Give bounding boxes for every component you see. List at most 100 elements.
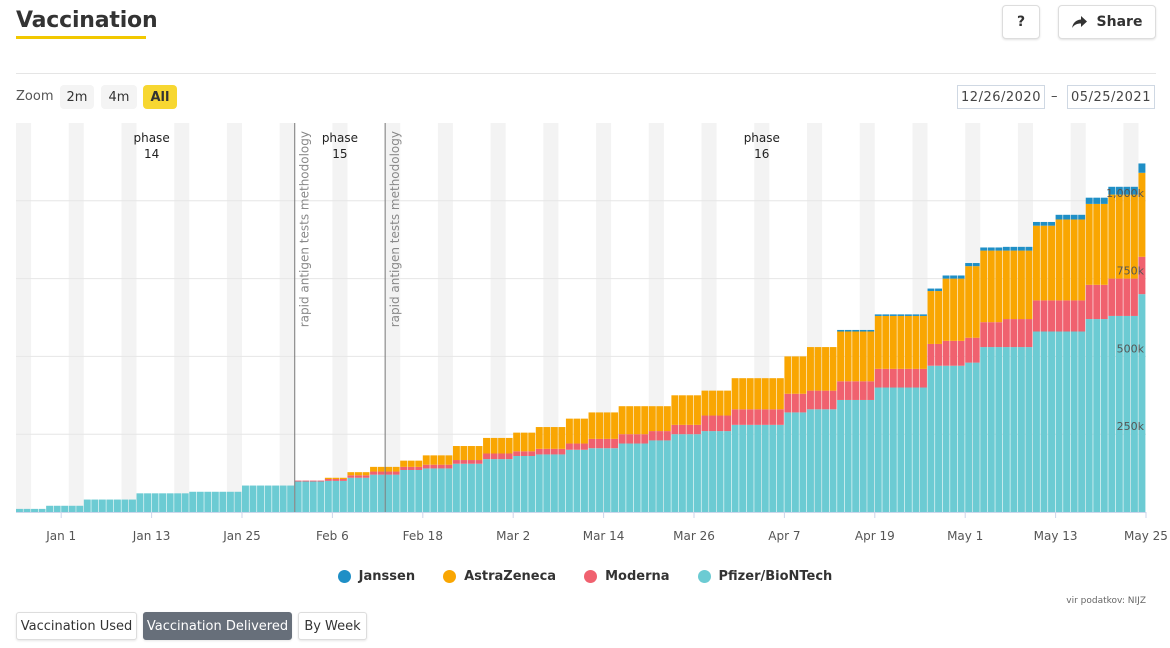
bar-pfizer — [174, 493, 182, 512]
bar-moderna — [1048, 300, 1055, 332]
annotation-label: rapid antigen tests methodology — [298, 131, 312, 327]
bar-moderna — [942, 340, 950, 366]
bar-pfizer — [196, 491, 204, 512]
weekend-band — [16, 123, 32, 512]
bar-pfizer — [761, 424, 769, 512]
bar-pfizer — [490, 459, 498, 512]
bar-moderna — [618, 434, 626, 444]
bar-pfizer — [445, 468, 453, 512]
bar-moderna — [430, 464, 438, 469]
bar-pfizer — [355, 477, 362, 512]
bar-pfizer — [242, 485, 249, 512]
bar-moderna — [950, 340, 958, 366]
x-tick-label: Feb 18 — [403, 529, 443, 543]
bar-astrazeneca — [814, 347, 822, 391]
bar-astrazeneca — [1130, 194, 1138, 279]
tab-vaccination-delivered[interactable]: Vaccination Delivered — [143, 612, 292, 640]
bar-pfizer — [543, 454, 551, 512]
phase-label: phase — [744, 131, 780, 145]
bar-moderna — [754, 409, 762, 425]
bar-astrazeneca — [987, 250, 995, 323]
bar-moderna — [1138, 256, 1146, 295]
bar-pfizer — [814, 409, 822, 512]
bar-pfizer — [61, 505, 69, 512]
tab-by-week[interactable]: By Week — [298, 612, 367, 640]
bar-moderna — [694, 424, 701, 435]
bar-pfizer — [505, 459, 513, 512]
bar-moderna — [558, 448, 566, 455]
tab-vaccination-used[interactable]: Vaccination Used — [16, 612, 137, 640]
bar-pfizer — [784, 412, 792, 512]
bar-astrazeneca — [980, 250, 988, 323]
bar-astrazeneca — [882, 315, 890, 369]
bar-pfizer — [98, 499, 106, 512]
help-button[interactable]: ? — [1002, 5, 1040, 39]
bar-janssen — [897, 314, 905, 316]
bar-pfizer — [31, 508, 38, 512]
bar-moderna — [415, 466, 423, 470]
bar-pfizer — [16, 508, 23, 512]
date-to-input[interactable]: 05/25/2021 — [1067, 85, 1155, 109]
bar-moderna — [422, 464, 430, 469]
bar-astrazeneca — [573, 418, 581, 444]
bar-pfizer — [46, 505, 54, 512]
bar-moderna — [339, 479, 347, 481]
bar-moderna — [972, 337, 980, 363]
bar-pfizer — [950, 365, 958, 512]
bar-pfizer — [581, 449, 588, 512]
date-from-input[interactable]: 12/26/2020 — [957, 85, 1045, 109]
bar-moderna — [920, 368, 927, 388]
bar-moderna — [573, 443, 581, 450]
bar-astrazeneca — [1138, 172, 1146, 257]
bar-pfizer — [347, 477, 355, 512]
zoom-4m-button[interactable]: 4m — [101, 85, 137, 109]
weekend-band — [226, 123, 242, 512]
y-tick-label: 1,000k — [1106, 187, 1144, 200]
bar-pfizer — [257, 485, 264, 512]
legend-item-astrazeneca[interactable]: AstraZeneca — [443, 569, 556, 584]
bar-janssen — [874, 314, 882, 316]
bar-moderna — [829, 390, 837, 410]
bar-pfizer — [1063, 331, 1071, 512]
bar-janssen — [995, 247, 1003, 251]
bar-moderna — [716, 415, 724, 432]
legend-item-moderna[interactable]: Moderna — [584, 569, 670, 584]
bar-astrazeneca — [498, 437, 506, 454]
bar-janssen — [889, 314, 897, 316]
bar-pfizer — [859, 399, 867, 512]
bar-moderna — [626, 434, 634, 444]
legend-swatch-moderna — [584, 570, 598, 583]
bar-janssen — [1070, 214, 1078, 220]
legend-item-pfizer[interactable]: Pfizer/BioNTech — [697, 569, 832, 584]
legend-item-janssen[interactable]: Janssen — [337, 569, 415, 584]
bar-moderna — [987, 322, 995, 348]
bar-astrazeneca — [920, 315, 927, 369]
x-tick-label: May 13 — [1034, 529, 1078, 543]
weekend-band — [543, 123, 559, 512]
bar-pfizer — [1108, 315, 1116, 512]
bar-pfizer — [550, 454, 558, 512]
bar-pfizer — [844, 399, 852, 512]
x-tick-label: May 25 — [1124, 529, 1168, 543]
zoom-2m-button[interactable]: 2m — [60, 85, 94, 109]
bar-astrazeneca — [784, 356, 792, 394]
bar-pfizer — [144, 493, 151, 512]
bar-astrazeneca — [912, 315, 920, 369]
bar-moderna — [746, 409, 754, 425]
zoom-all-button[interactable]: All — [143, 85, 177, 109]
bar-astrazeneca — [701, 390, 709, 416]
bar-janssen — [912, 314, 920, 316]
bar-moderna — [611, 438, 619, 449]
bar-astrazeneca — [844, 331, 852, 382]
bar-moderna — [535, 448, 543, 455]
share-button[interactable]: Share — [1058, 5, 1156, 39]
weekend-band — [385, 123, 401, 512]
bar-astrazeneca — [927, 291, 935, 344]
bar-pfizer — [226, 491, 234, 512]
bar-moderna — [1055, 300, 1063, 332]
bar-moderna — [957, 340, 965, 366]
bar-pfizer — [151, 493, 159, 512]
bar-pfizer — [573, 449, 581, 512]
bar-janssen — [965, 263, 973, 267]
bar-pfizer — [339, 480, 347, 512]
